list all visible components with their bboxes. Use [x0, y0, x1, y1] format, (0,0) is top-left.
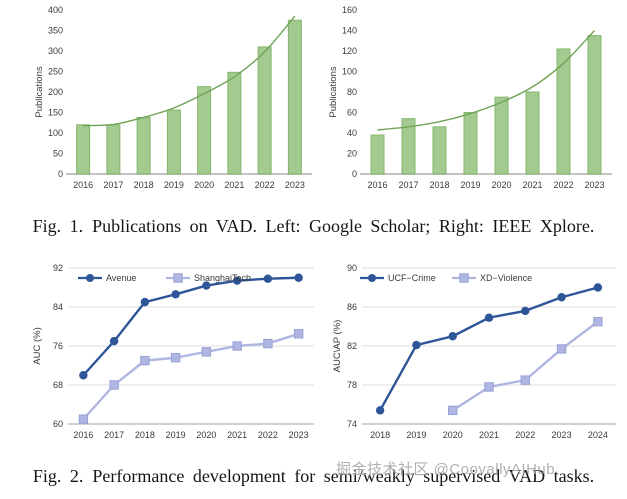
svg-text:140: 140 [342, 26, 357, 36]
svg-text:2020: 2020 [491, 180, 511, 190]
svg-text:350: 350 [48, 26, 63, 36]
svg-text:2017: 2017 [103, 180, 123, 190]
svg-text:82: 82 [347, 341, 357, 351]
svg-text:60: 60 [53, 419, 63, 429]
svg-text:ShanghaiTech: ShanghaiTech [194, 273, 251, 283]
svg-text:2023: 2023 [285, 180, 305, 190]
svg-text:0: 0 [352, 169, 357, 179]
svg-text:UCF−Crime: UCF−Crime [388, 273, 436, 283]
svg-text:2019: 2019 [164, 180, 184, 190]
svg-text:2016: 2016 [367, 180, 387, 190]
svg-text:68: 68 [53, 380, 63, 390]
svg-text:2020: 2020 [194, 180, 214, 190]
svg-text:250: 250 [48, 67, 63, 77]
figure-1-caption: Fig. 1. Publications on VAD. Left: Google… [0, 216, 627, 237]
svg-text:2021: 2021 [227, 430, 247, 440]
line-chart-avenue-shanghaitech: 60 68 76 84 92 AUC (%) 2016 2017 2018 2019 2020 202… [28, 258, 322, 459]
svg-text:2023: 2023 [584, 180, 604, 190]
svg-text:2019: 2019 [460, 180, 480, 190]
svg-text:Avenue: Avenue [106, 273, 136, 283]
line-chart-ucf-xd: 74 78 82 86 90 AUC\AP (%) 2018 2019 2020 2021 2022… [330, 258, 626, 459]
svg-text:78: 78 [347, 380, 357, 390]
svg-text:2022: 2022 [258, 430, 278, 440]
svg-text:2018: 2018 [135, 430, 155, 440]
svg-text:Publications: Publications [34, 66, 45, 117]
bar-chart-ieee-xplore-svg: 0 20 40 60 80 100 120 140 160 Publications 2016 201… [328, 5, 612, 190]
svg-text:AUC (%): AUC (%) [32, 327, 43, 364]
svg-text:2020: 2020 [443, 430, 463, 440]
svg-text:2021: 2021 [522, 180, 542, 190]
figure-1-text: Publications on VAD. Left: Google Schola… [92, 216, 595, 236]
svg-text:2023: 2023 [289, 430, 309, 440]
svg-text:400: 400 [48, 5, 63, 15]
svg-text:0: 0 [58, 169, 63, 179]
bar-chart-ieee-xplore: 0 20 40 60 80 100 120 140 160 Publications 2016 201… [326, 0, 622, 205]
svg-text:100: 100 [48, 128, 63, 138]
svg-text:XD−Violence: XD−Violence [480, 273, 532, 283]
svg-text:20: 20 [347, 149, 357, 159]
svg-text:2022: 2022 [515, 430, 535, 440]
svg-text:2019: 2019 [406, 430, 426, 440]
svg-text:2022: 2022 [255, 180, 275, 190]
figure-2-text: Performance development for semi/weakly … [92, 466, 595, 486]
svg-text:40: 40 [347, 128, 357, 138]
svg-text:2017: 2017 [104, 430, 124, 440]
svg-text:86: 86 [347, 302, 357, 312]
line-chart-avenue-shanghaitech-svg: 60 68 76 84 92 AUC (%) 2016 2017 2018 2019 2020 202… [32, 263, 314, 440]
svg-text:74: 74 [347, 419, 357, 429]
bar-chart-google-scholar-svg: 0 50 100 150 200 250 300 350 400 Publications 2016… [34, 5, 312, 190]
figure-2-caption: Fig. 2. Performance development for semi/… [0, 466, 627, 487]
svg-text:300: 300 [48, 46, 63, 56]
svg-text:100: 100 [342, 67, 357, 77]
bar-chart-google-scholar: 0 50 100 150 200 250 300 350 400 Publications 2016… [32, 0, 320, 205]
svg-text:AUC\AP (%): AUC\AP (%) [332, 320, 343, 373]
figure-2-label: Fig. 2. [32, 466, 84, 486]
svg-text:2018: 2018 [370, 430, 390, 440]
svg-text:2018: 2018 [134, 180, 154, 190]
svg-text:2023: 2023 [552, 430, 572, 440]
svg-text:2019: 2019 [166, 430, 186, 440]
svg-text:Publications: Publications [328, 66, 339, 117]
svg-text:50: 50 [53, 149, 63, 159]
figure-1-label: Fig. 1. [32, 216, 84, 236]
svg-text:76: 76 [53, 341, 63, 351]
svg-text:80: 80 [347, 87, 357, 97]
svg-text:2020: 2020 [196, 430, 216, 440]
svg-text:150: 150 [48, 108, 63, 118]
svg-text:2021: 2021 [224, 180, 244, 190]
svg-text:2016: 2016 [73, 180, 93, 190]
svg-text:2016: 2016 [73, 430, 93, 440]
svg-text:200: 200 [48, 87, 63, 97]
svg-text:2021: 2021 [479, 430, 499, 440]
svg-text:84: 84 [53, 302, 63, 312]
svg-text:92: 92 [53, 263, 63, 273]
svg-text:2022: 2022 [553, 180, 573, 190]
svg-text:2024: 2024 [588, 430, 608, 440]
svg-text:90: 90 [347, 263, 357, 273]
svg-text:120: 120 [342, 46, 357, 56]
svg-text:160: 160 [342, 5, 357, 15]
watermark: 掘金技术社区 @CoovallyAIHub [336, 461, 556, 478]
svg-text:60: 60 [347, 108, 357, 118]
svg-text:2018: 2018 [429, 180, 449, 190]
svg-text:2017: 2017 [398, 180, 418, 190]
line-chart-ucf-xd-svg: 74 78 82 86 90 AUC\AP (%) 2018 2019 2020 2021 2022… [332, 263, 616, 440]
